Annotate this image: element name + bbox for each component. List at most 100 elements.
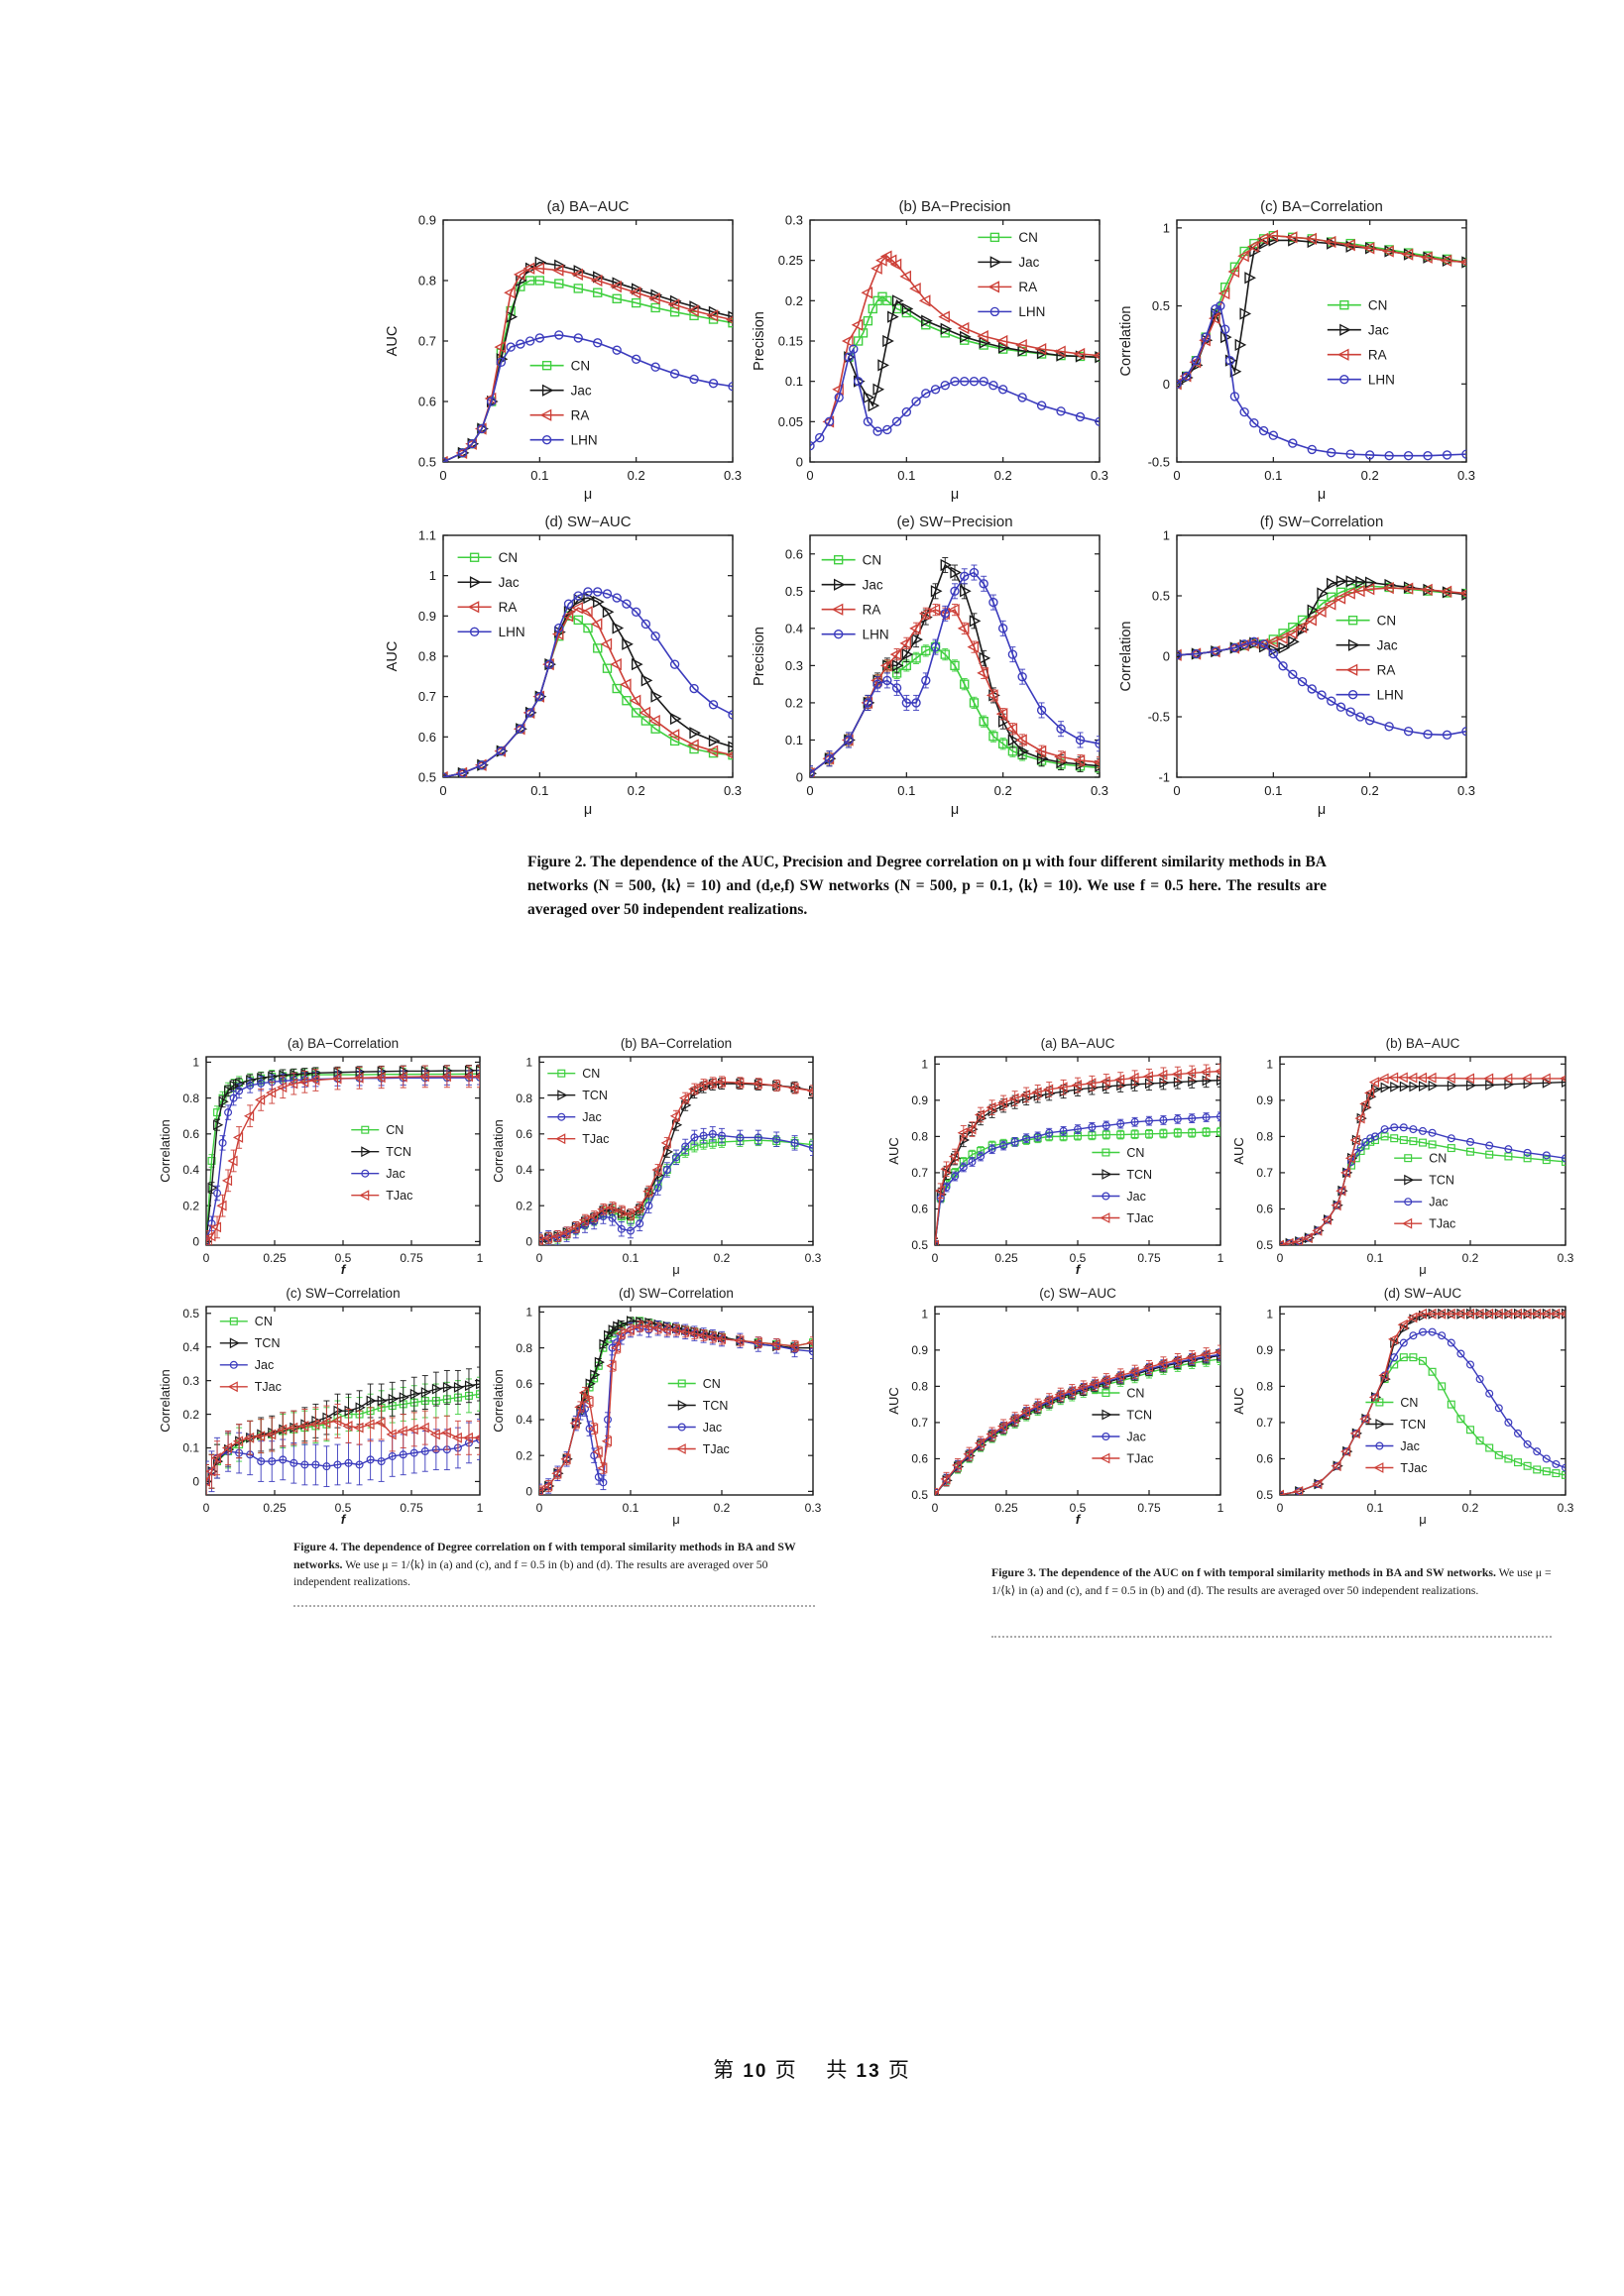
svg-text:0.1: 0.1 [182, 1441, 199, 1455]
svg-text:TJac: TJac [1126, 1211, 1153, 1225]
svg-text:0: 0 [1163, 649, 1170, 664]
svg-text:0.8: 0.8 [1256, 1380, 1273, 1394]
svg-text:0.1: 0.1 [897, 468, 915, 483]
svg-text:0.1: 0.1 [1367, 1501, 1384, 1515]
svg-text:0: 0 [932, 1251, 939, 1265]
svg-text:Jac: Jac [582, 1110, 601, 1124]
svg-text:0.3: 0.3 [805, 1251, 822, 1265]
svg-text:0: 0 [439, 468, 446, 483]
svg-text:0: 0 [1173, 468, 1180, 483]
svg-text:0.6: 0.6 [911, 1203, 928, 1216]
svg-text:TCN: TCN [1429, 1174, 1454, 1188]
svg-text:TCN: TCN [1126, 1408, 1152, 1422]
svg-text:0.3: 0.3 [182, 1374, 199, 1388]
svg-text:Correlation: Correlation [492, 1369, 506, 1433]
svg-text:1: 1 [1163, 220, 1170, 235]
svg-text:f: f [341, 1262, 347, 1277]
svg-text:0.3: 0.3 [1558, 1251, 1574, 1265]
svg-text:RA: RA [1368, 347, 1387, 362]
svg-text:(b) BA−Correlation: (b) BA−Correlation [621, 1036, 732, 1051]
svg-text:0.3: 0.3 [785, 213, 803, 228]
chart-f3b-ba-auc-mu: 0 0.1 0.2 0.3 0.5 0.6 0.7 0.8 0.9 1 (b) BA−AUC μ AUC… [1232, 1031, 1577, 1281]
svg-text:AUC: AUC [887, 1387, 901, 1414]
svg-text:0: 0 [796, 455, 803, 470]
svg-text:CN: CN [571, 358, 591, 373]
svg-text:Jac: Jac [1018, 255, 1039, 270]
svg-text:-0.5: -0.5 [1148, 455, 1170, 470]
svg-text:1: 1 [1163, 528, 1170, 543]
figure3-caption-bold: Figure 3. The dependence of the AUC on f… [991, 1565, 1496, 1579]
svg-text:1: 1 [525, 1056, 532, 1070]
svg-text:0.9: 0.9 [418, 213, 436, 228]
chart-f4d-sw-correlation-mu: 0 0.1 0.2 0.3 0 0.2 0.4 0.6 0.8 1 (d) SW−Correlati… [492, 1281, 825, 1531]
svg-text:Jac: Jac [703, 1421, 722, 1435]
svg-text:Jac: Jac [1377, 637, 1398, 652]
svg-text:0.8: 0.8 [911, 1380, 928, 1394]
svg-text:0.6: 0.6 [1256, 1452, 1273, 1466]
svg-text:LHN: LHN [571, 432, 598, 447]
svg-text:Correlation: Correlation [492, 1119, 506, 1183]
svg-text:0.1: 0.1 [530, 783, 548, 798]
svg-text:0.9: 0.9 [911, 1343, 928, 1357]
svg-text:CN: CN [255, 1315, 273, 1328]
chart-f3a-ba-auc-f: 0 0.25 0.5 0.75 1 0.5 0.6 0.7 0.8 0.9 1 (a) BA−AUC f… [887, 1031, 1232, 1281]
svg-text:0.8: 0.8 [516, 1091, 532, 1105]
svg-text:0.05: 0.05 [778, 414, 803, 429]
svg-text:Jac: Jac [1368, 322, 1389, 337]
svg-text:TJac: TJac [255, 1380, 282, 1394]
svg-text:μ: μ [951, 802, 959, 818]
svg-text:0.2: 0.2 [714, 1251, 731, 1265]
svg-text:μ: μ [1318, 802, 1326, 818]
svg-text:Jac: Jac [255, 1358, 274, 1372]
chart-f3c-sw-auc-f: 0 0.25 0.5 0.75 1 0.5 0.6 0.7 0.8 0.9 1 (c) SW−AUC f… [887, 1281, 1232, 1531]
svg-text:0.6: 0.6 [1256, 1203, 1273, 1216]
svg-text:(e) SW−Precision: (e) SW−Precision [896, 514, 1012, 530]
svg-text:0.2: 0.2 [714, 1501, 731, 1515]
svg-text:AUC: AUC [1232, 1137, 1246, 1164]
svg-text:0.2: 0.2 [516, 1448, 532, 1462]
svg-text:0.2: 0.2 [1361, 783, 1379, 798]
svg-text:0.5: 0.5 [335, 1501, 352, 1515]
svg-text:(b) BA−AUC: (b) BA−AUC [1386, 1036, 1460, 1051]
svg-text:0.3: 0.3 [785, 658, 803, 673]
svg-text:f: f [341, 1512, 347, 1527]
footer-label-di: 第 [713, 2058, 737, 2082]
svg-text:f: f [1076, 1262, 1082, 1277]
svg-text:0.5: 0.5 [1256, 1488, 1273, 1502]
svg-text:0: 0 [536, 1501, 543, 1515]
figure3-caption: Figure 3. The dependence of the AUC on f… [991, 1564, 1553, 1599]
footer-page-number: 10 [743, 2061, 768, 2082]
figure2-panel-grid: 0 0.1 0.2 0.3 0.5 0.6 0.7 0.8 0.9 (a) BA−AUC μ AUC C… [382, 190, 1482, 821]
svg-text:Correlation: Correlation [1118, 622, 1134, 692]
svg-text:0.2: 0.2 [1462, 1251, 1479, 1265]
svg-text:0.8: 0.8 [418, 274, 436, 288]
svg-text:0: 0 [525, 1485, 532, 1499]
svg-text:Jac: Jac [1400, 1439, 1419, 1453]
svg-text:Correlation: Correlation [159, 1369, 173, 1433]
svg-text:0: 0 [806, 468, 813, 483]
svg-text:RA: RA [1377, 662, 1396, 677]
svg-text:0.5: 0.5 [1152, 589, 1170, 604]
svg-text:0: 0 [439, 783, 446, 798]
figure4-caption-bold: Figure 4. The dependence of Degree corre… [293, 1540, 796, 1571]
svg-text:TJac: TJac [1400, 1461, 1427, 1475]
svg-text:CN: CN [1126, 1386, 1144, 1400]
svg-text:0.25: 0.25 [778, 253, 803, 268]
svg-text:0.25: 0.25 [263, 1501, 287, 1515]
svg-text:TCN: TCN [1400, 1418, 1426, 1432]
svg-text:0.4: 0.4 [516, 1413, 532, 1427]
svg-text:CN: CN [1429, 1152, 1447, 1166]
svg-text:0.1: 0.1 [1264, 468, 1282, 483]
svg-text:0: 0 [1277, 1251, 1284, 1265]
svg-text:0.6: 0.6 [182, 1127, 199, 1141]
svg-text:0.6: 0.6 [911, 1452, 928, 1466]
svg-text:(b) BA−Precision: (b) BA−Precision [899, 198, 1011, 215]
svg-text:0.6: 0.6 [418, 730, 436, 745]
svg-text:AUC: AUC [385, 326, 401, 357]
figure4-separator [293, 1605, 815, 1607]
svg-text:0.2: 0.2 [182, 1408, 199, 1422]
svg-text:TJac: TJac [386, 1189, 412, 1203]
svg-text:(a) BA−Correlation: (a) BA−Correlation [288, 1036, 399, 1051]
svg-text:TCN: TCN [386, 1145, 411, 1159]
svg-text:(d) SW−AUC: (d) SW−AUC [544, 514, 631, 530]
